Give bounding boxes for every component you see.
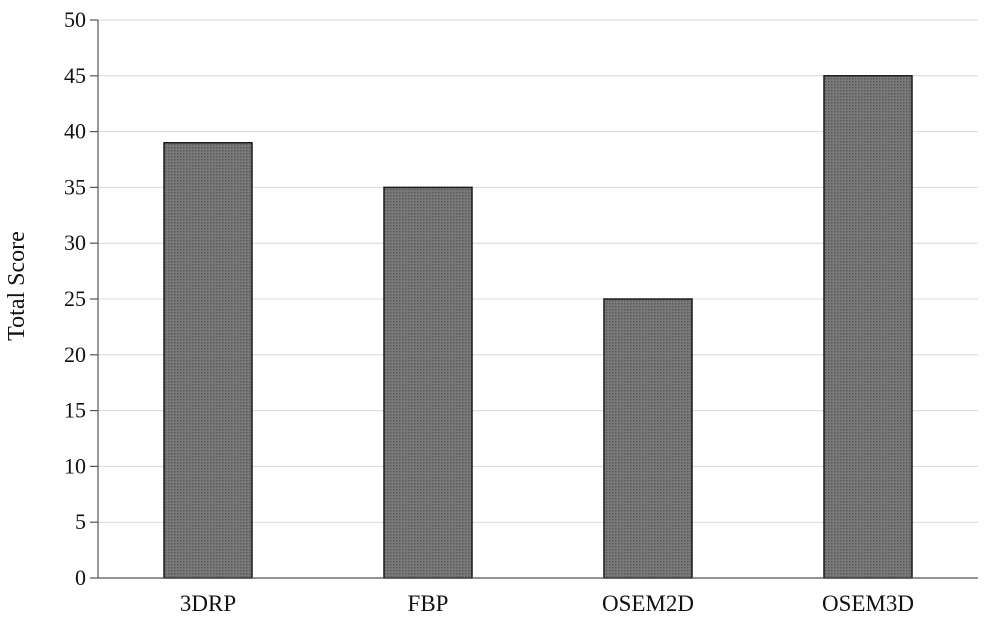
y-tick-label: 25 (64, 286, 86, 311)
bar-osem2d (603, 298, 693, 579)
y-tick-label: 30 (64, 230, 86, 255)
y-tick-label: 20 (64, 342, 86, 367)
x-tick-label: 3DRP (180, 591, 236, 616)
bar-fbp (383, 186, 473, 579)
axes (97, 20, 978, 579)
y-tick-label: 15 (64, 398, 86, 423)
y-tick-label: 10 (64, 453, 86, 478)
x-tick-label: FBP (408, 591, 449, 616)
bar-osem3d (823, 75, 913, 579)
bar-3drp (163, 142, 253, 579)
y-axis-title: Total Score (4, 231, 30, 341)
y-tick-label: 50 (64, 7, 86, 32)
y-tick-label: 0 (75, 565, 86, 590)
y-tick-label: 45 (64, 63, 86, 88)
y-tick-labels: 0 5 10 15 20 25 30 35 40 45 50 (64, 7, 86, 590)
y-tick-label: 5 (75, 509, 86, 534)
x-tick-labels: 3DRP FBP OSEM2D OSEM3D (180, 591, 914, 616)
y-tick-label: 35 (64, 174, 86, 199)
x-tick-label: OSEM3D (822, 591, 914, 616)
y-tick-label: 40 (64, 119, 86, 144)
x-tick-label: OSEM2D (602, 591, 694, 616)
bars (163, 75, 913, 579)
